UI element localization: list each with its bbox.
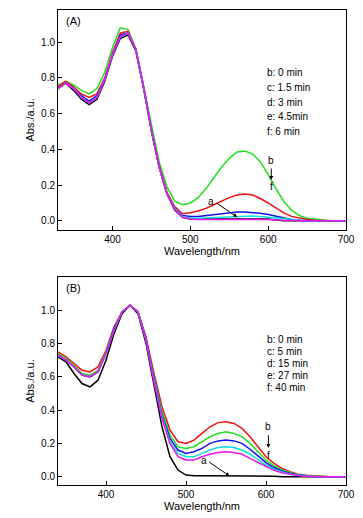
svg-text:(A): (A) (66, 15, 81, 27)
svg-text:b: 0 min: b: 0 min (267, 67, 303, 78)
svg-text:0.6: 0.6 (41, 108, 55, 119)
svg-text:f: f (270, 181, 273, 192)
svg-text:0.8: 0.8 (41, 72, 55, 83)
svg-text:1.0: 1.0 (41, 305, 55, 316)
svg-text:0.4: 0.4 (41, 144, 55, 155)
svg-text:500: 500 (178, 489, 195, 500)
svg-text:c: 5 min: c: 5 min (267, 346, 302, 357)
svg-text:500: 500 (182, 234, 199, 245)
svg-text:(B): (B) (66, 282, 81, 294)
svg-text:c: 1.5 min: c: 1.5 min (267, 82, 310, 93)
svg-text:600: 600 (258, 489, 275, 500)
svg-text:0.0: 0.0 (41, 471, 55, 482)
svg-text:0.2: 0.2 (41, 180, 55, 191)
svg-text:0.0: 0.0 (41, 215, 55, 226)
svg-text:Abs./a.u.: Abs./a.u. (24, 98, 36, 141)
svg-text:0.8: 0.8 (41, 338, 55, 349)
svg-text:e: 4.5min: e: 4.5min (267, 111, 308, 122)
svg-text:a: a (208, 196, 214, 207)
svg-text:f: 6 min: f: 6 min (267, 126, 300, 137)
svg-text:0.4: 0.4 (41, 405, 55, 416)
svg-text:400: 400 (104, 234, 121, 245)
svg-text:600: 600 (260, 234, 277, 245)
svg-text:Wavelength/nm: Wavelength/nm (164, 245, 240, 257)
svg-text:f: 40 min: f: 40 min (267, 382, 305, 393)
svg-text:b: b (268, 155, 274, 166)
svg-text:b: 0 min: b: 0 min (267, 334, 303, 345)
svg-text:e: 27 min: e: 27 min (267, 370, 308, 381)
svg-text:0.2: 0.2 (41, 438, 55, 449)
svg-text:700: 700 (338, 489, 355, 500)
svg-text:d: 3 min: d: 3 min (267, 97, 303, 108)
svg-text:f: f (267, 450, 270, 461)
svg-text:b: b (265, 421, 271, 432)
svg-text:700: 700 (338, 234, 355, 245)
svg-text:Wavelength/nm: Wavelength/nm (164, 500, 240, 512)
svg-text:d: 15 min: d: 15 min (267, 358, 308, 369)
svg-text:a: a (201, 455, 207, 466)
svg-text:1.0: 1.0 (41, 37, 55, 48)
svg-text:Abs./a.u.: Abs./a.u. (24, 359, 36, 402)
svg-text:400: 400 (98, 489, 115, 500)
svg-text:0.6: 0.6 (41, 371, 55, 382)
